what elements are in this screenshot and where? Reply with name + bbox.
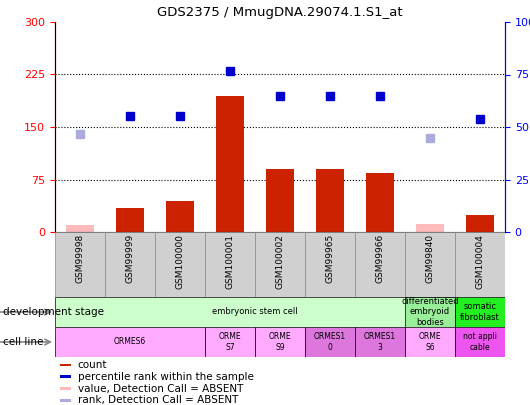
Bar (55, 232, 105, 297)
Bar (455, 297, 505, 327)
Text: cell line: cell line (3, 337, 43, 347)
Text: embryonic stem cell: embryonic stem cell (212, 307, 298, 316)
Bar (59, 399, 70, 402)
Bar (355, 327, 405, 357)
Text: GSM100000: GSM100000 (175, 234, 184, 289)
Bar (405, 232, 455, 297)
Bar (59, 375, 70, 378)
Bar (155, 232, 205, 297)
Text: GSM100001: GSM100001 (225, 234, 234, 289)
Bar (59, 387, 70, 390)
Bar (105, 232, 155, 297)
Bar (66, 225, 94, 232)
Title: GDS2375 / MmugDNA.29074.1.S1_at: GDS2375 / MmugDNA.29074.1.S1_at (157, 6, 403, 19)
Bar (59, 364, 70, 367)
Text: count: count (77, 360, 107, 370)
Text: not appli
cable: not appli cable (463, 332, 497, 352)
Text: ORME
S6: ORME S6 (419, 332, 441, 352)
Bar (466, 215, 494, 232)
Text: somatic
fibroblast: somatic fibroblast (460, 302, 500, 322)
Bar (205, 327, 255, 357)
Text: ORMES1
3: ORMES1 3 (364, 332, 396, 352)
Text: GSM99998: GSM99998 (75, 234, 84, 283)
Bar (366, 173, 394, 232)
Text: ORMES6: ORMES6 (114, 337, 146, 347)
Text: GSM100004: GSM100004 (475, 234, 484, 289)
Bar (355, 232, 405, 297)
Bar (55, 327, 205, 357)
Bar (255, 327, 305, 357)
Text: ORME
S7: ORME S7 (219, 332, 241, 352)
Bar (266, 169, 294, 232)
Bar (305, 327, 355, 357)
Text: value, Detection Call = ABSENT: value, Detection Call = ABSENT (77, 384, 243, 394)
Bar (205, 232, 255, 297)
Bar (255, 232, 305, 297)
Bar (216, 96, 244, 232)
Bar (455, 232, 505, 297)
Text: rank, Detection Call = ABSENT: rank, Detection Call = ABSENT (77, 395, 238, 405)
Text: GSM99840: GSM99840 (426, 234, 435, 283)
Bar (305, 232, 355, 297)
Bar (316, 169, 344, 232)
Text: GSM99966: GSM99966 (375, 234, 384, 283)
Text: ORMES1
0: ORMES1 0 (314, 332, 346, 352)
Text: differentiated
embryoid
bodies: differentiated embryoid bodies (401, 297, 459, 327)
Bar (405, 297, 455, 327)
Text: development stage: development stage (3, 307, 104, 317)
Bar (405, 327, 455, 357)
Bar (455, 327, 505, 357)
Bar (166, 200, 194, 232)
Text: GSM100002: GSM100002 (276, 234, 285, 289)
Text: percentile rank within the sample: percentile rank within the sample (77, 372, 253, 382)
Bar (116, 207, 144, 232)
Bar (55, 297, 455, 327)
Text: GSM99965: GSM99965 (325, 234, 334, 283)
Text: GSM99999: GSM99999 (126, 234, 135, 283)
Text: ORME
S9: ORME S9 (269, 332, 292, 352)
Bar (416, 224, 444, 232)
